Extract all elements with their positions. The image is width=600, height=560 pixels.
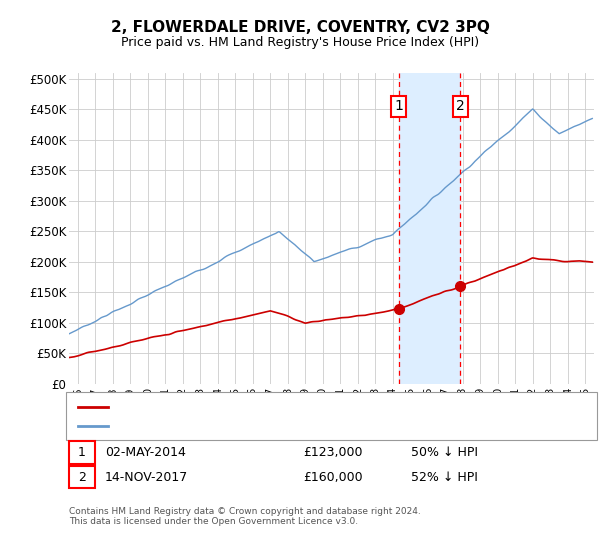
- Text: 1: 1: [394, 99, 403, 113]
- Text: 14-NOV-2017: 14-NOV-2017: [105, 470, 188, 484]
- Text: 2, FLOWERDALE DRIVE, COVENTRY, CV2 3PQ: 2, FLOWERDALE DRIVE, COVENTRY, CV2 3PQ: [110, 20, 490, 35]
- Text: 02-MAY-2014: 02-MAY-2014: [105, 446, 186, 459]
- Text: HPI: Average price, detached house, Coventry: HPI: Average price, detached house, Cove…: [117, 421, 374, 431]
- Text: 50% ↓ HPI: 50% ↓ HPI: [411, 446, 478, 459]
- Text: 2: 2: [456, 99, 465, 113]
- Text: 2: 2: [78, 470, 86, 484]
- Text: £160,000: £160,000: [303, 470, 362, 484]
- Text: 52% ↓ HPI: 52% ↓ HPI: [411, 470, 478, 484]
- Text: £123,000: £123,000: [303, 446, 362, 459]
- Text: 1: 1: [78, 446, 86, 459]
- Text: Price paid vs. HM Land Registry's House Price Index (HPI): Price paid vs. HM Land Registry's House …: [121, 36, 479, 49]
- Text: Contains HM Land Registry data © Crown copyright and database right 2024.
This d: Contains HM Land Registry data © Crown c…: [69, 507, 421, 526]
- Text: 2, FLOWERDALE DRIVE, COVENTRY, CV2 3PQ (detached house): 2, FLOWERDALE DRIVE, COVENTRY, CV2 3PQ (…: [117, 402, 469, 412]
- Bar: [398, 73, 460, 384]
